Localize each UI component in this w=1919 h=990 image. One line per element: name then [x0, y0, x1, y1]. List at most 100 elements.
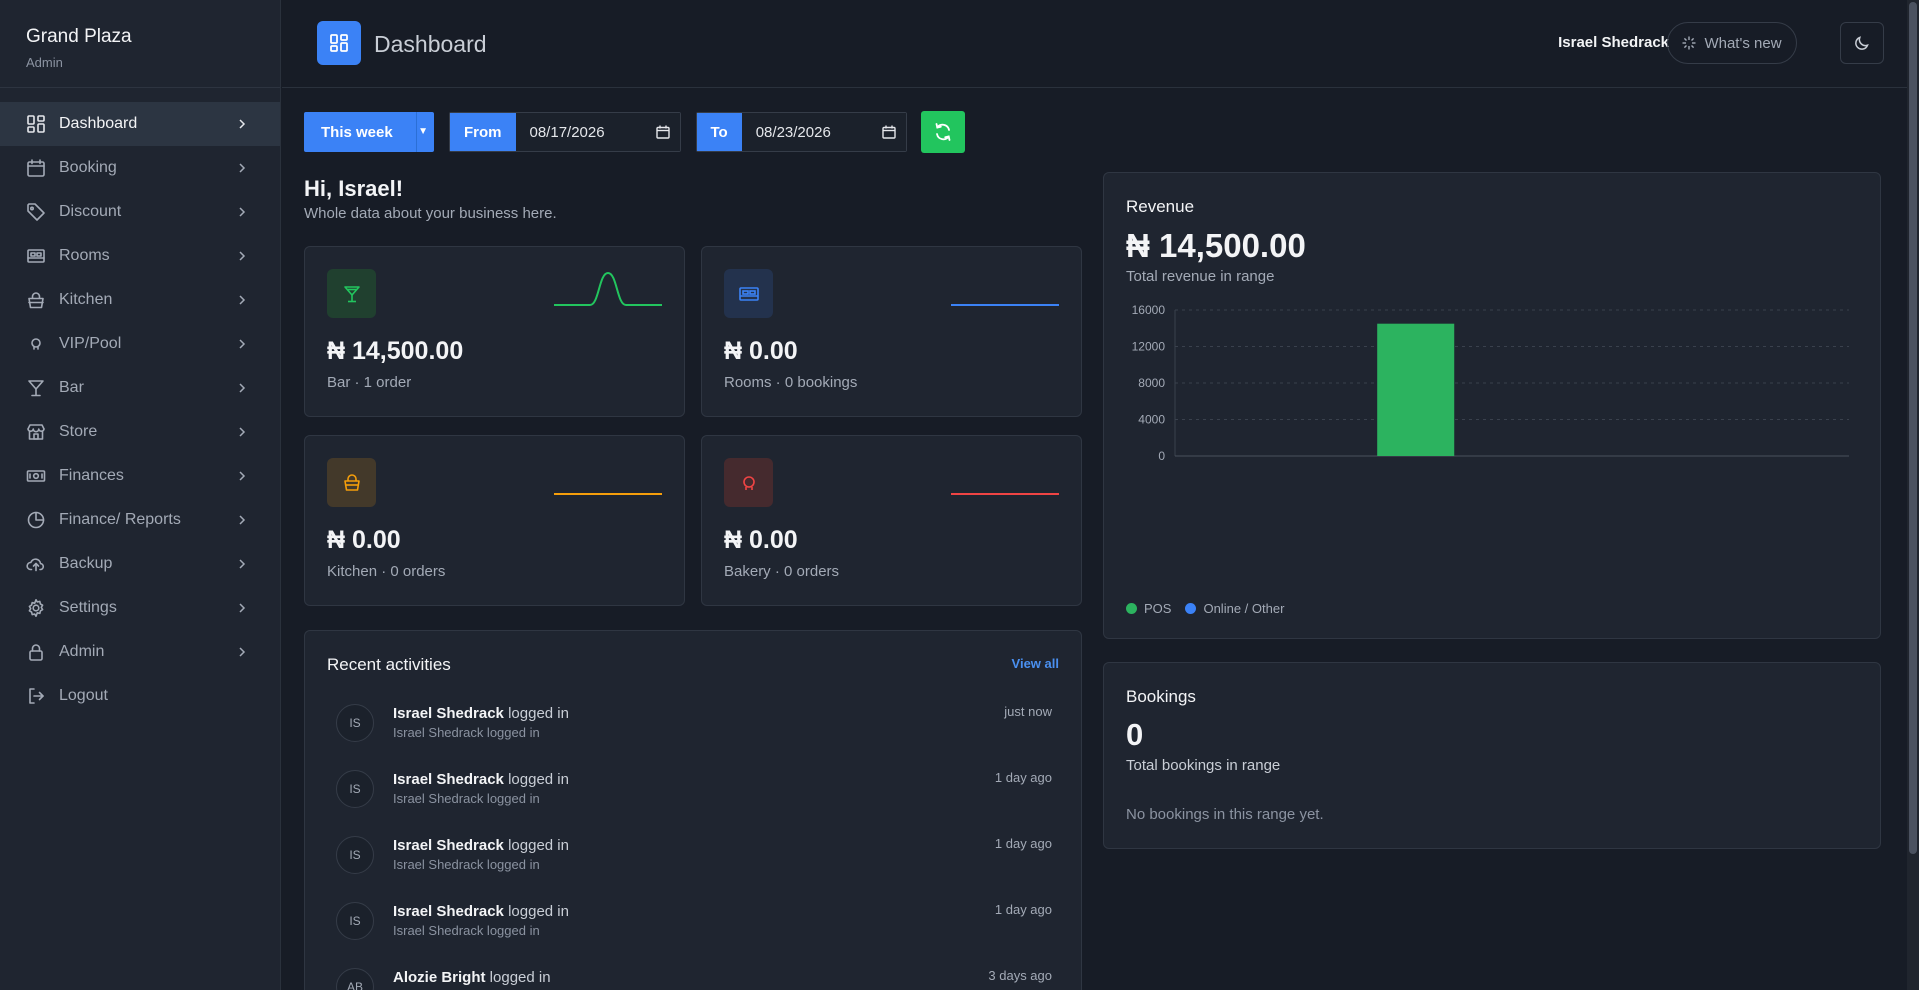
activity-time: 1 day ago — [994, 836, 1052, 851]
to-label: To — [696, 113, 742, 151]
activity-list: IS Israel Shedrack logged in Israel Shedra… — [327, 701, 1061, 990]
sidebar-item-label: Bar — [59, 379, 84, 396]
y-tick-label: 8000 — [1138, 376, 1165, 390]
cocktail-icon — [26, 378, 46, 398]
y-tick-label: 4000 — [1138, 413, 1165, 427]
sidebar-item-label: Backup — [59, 555, 113, 572]
sidebar-item-dashboard[interactable]: Dashboard — [0, 102, 280, 146]
card-title: Bookings — [1126, 687, 1196, 706]
stat-label: Bakery · 0 orders — [724, 563, 840, 580]
chevron-right-icon — [236, 470, 248, 482]
activity-action: logged in — [508, 705, 569, 722]
activity-text: Israel Shedrack logged in — [393, 837, 569, 854]
sidebar-item-vip-pool[interactable]: VIP/Pool — [0, 322, 280, 366]
activity-time: 3 days ago — [988, 968, 1052, 983]
legend-item[interactable]: POS — [1126, 601, 1171, 616]
chevron-right-icon — [236, 206, 248, 218]
whats-new-button[interactable]: What's new — [1667, 22, 1797, 64]
view-all-link[interactable]: View all — [1011, 656, 1059, 671]
stat-value: ₦ 0.00 — [724, 337, 798, 365]
activity-detail: Israel Shedrack logged in — [393, 791, 540, 806]
chevron-right-icon — [236, 426, 248, 438]
y-tick-label: 0 — [1158, 449, 1165, 461]
stat-label: Bar · 1 order — [327, 374, 412, 391]
sidebar-item-backup[interactable]: Backup — [0, 542, 280, 586]
activity-text: Israel Shedrack logged in — [393, 903, 569, 920]
from-date-input[interactable]: 08/17/2026 — [515, 113, 680, 151]
activity-detail: Israel Shedrack logged in — [393, 857, 540, 872]
chevron-right-icon — [236, 382, 248, 394]
stat-card-bakery[interactable]: ₦ 0.00 Bakery · 0 orders — [701, 435, 1082, 606]
scrollbar-thumb[interactable] — [1909, 2, 1917, 854]
avatar: IS — [336, 902, 374, 940]
chevron-right-icon — [236, 558, 248, 570]
list-item: IS Israel Shedrack logged in Israel Shedra… — [327, 767, 1061, 833]
sidebar-item-label: Settings — [59, 599, 117, 616]
lock-icon — [26, 642, 46, 662]
chevron-right-icon — [236, 118, 248, 130]
activity-action: logged in — [508, 771, 569, 788]
revenue-total: ₦ 14,500.00 — [1126, 227, 1306, 264]
activity-text: Israel Shedrack logged in — [393, 705, 569, 722]
avatar: AB — [336, 968, 374, 990]
legend-swatch — [1185, 603, 1197, 614]
sidebar-item-logout[interactable]: Logout — [0, 674, 280, 718]
tag-icon — [26, 202, 46, 222]
chevron-right-icon — [236, 514, 248, 526]
brand: Grand Plaza Admin — [0, 0, 280, 88]
theme-toggle-button[interactable] — [1840, 22, 1884, 64]
range-select[interactable]: This week ▼ — [304, 112, 434, 152]
stat-card-bar[interactable]: ₦ 14,500.00 Bar · 1 order — [304, 246, 685, 417]
sidebar-item-label: Discount — [59, 203, 122, 220]
sidebar-item-discount[interactable]: Discount — [0, 190, 280, 234]
sidebar-item-finances[interactable]: Finances — [0, 454, 280, 498]
gear-icon — [26, 598, 46, 618]
activity-detail: Israel Shedrack logged in — [393, 725, 540, 740]
activity-action: logged in — [508, 837, 569, 854]
chart-legend: POS Online / Other — [1126, 601, 1284, 616]
top-header: Dashboard Israel Shedrack What's new — [282, 0, 1907, 88]
pie-chart-icon — [26, 510, 46, 530]
stat-card-rooms[interactable]: ₦ 0.00 Rooms · 0 bookings — [701, 246, 1082, 417]
cash-icon — [26, 466, 46, 486]
brand-name: Grand Plaza — [26, 26, 132, 47]
activity-user: Israel Shedrack — [393, 705, 504, 722]
greeting-title: Hi, Israel! — [304, 176, 404, 201]
bakery-icon — [724, 458, 773, 507]
basket-icon — [26, 290, 46, 310]
stat-card-kitchen[interactable]: ₦ 0.00 Kitchen · 0 orders — [304, 435, 685, 606]
revenue-chart: 0400080001200016000MonTueWedThuFriSatSun — [1132, 303, 1849, 461]
bed-icon — [26, 246, 46, 266]
page-title: Dashboard — [374, 31, 487, 57]
sidebar-item-bar[interactable]: Bar — [0, 366, 280, 410]
stat-value: ₦ 0.00 — [327, 526, 401, 554]
calendar-icon[interactable] — [882, 125, 896, 139]
activity-text: Israel Shedrack logged in — [393, 771, 569, 788]
refresh-button[interactable] — [920, 111, 965, 153]
to-date-value: 08/23/2026 — [755, 123, 831, 141]
chevron-right-icon — [236, 294, 248, 306]
user-name[interactable]: Israel Shedrack — [1558, 34, 1669, 51]
to-date-input[interactable]: 08/23/2026 — [741, 113, 906, 151]
sidebar-item-kitchen[interactable]: Kitchen — [0, 278, 280, 322]
logout-icon — [26, 686, 46, 706]
from-date-value: 08/17/2026 — [529, 123, 605, 141]
sidebar-item-label: Store — [59, 423, 98, 440]
sidebar-item-store[interactable]: Store — [0, 410, 280, 454]
recent-activities-card: Recent activities View all IS Israel Shed… — [304, 630, 1082, 990]
page-scrollbar[interactable] — [1907, 0, 1919, 990]
calendar-icon[interactable] — [655, 125, 670, 139]
chevron-right-icon — [236, 646, 248, 658]
sidebar-item-finance-reports[interactable]: Finance/ Reports — [0, 498, 280, 542]
dashboard-icon — [26, 114, 46, 134]
sidebar-item-booking[interactable]: Booking — [0, 146, 280, 190]
legend-item[interactable]: Online / Other — [1185, 601, 1284, 616]
sparkle-icon — [1682, 36, 1696, 50]
store-icon — [26, 422, 46, 442]
sidebar-item-rooms[interactable]: Rooms — [0, 234, 280, 278]
sidebar-item-settings[interactable]: Settings — [0, 586, 280, 630]
sidebar-item-label: Logout — [59, 687, 108, 704]
sidebar-item-admin[interactable]: Admin — [0, 630, 280, 674]
stat-value: ₦ 14,500.00 — [327, 337, 464, 365]
list-item: AB Alozie Bright logged in 3 days ago — [327, 965, 1061, 990]
